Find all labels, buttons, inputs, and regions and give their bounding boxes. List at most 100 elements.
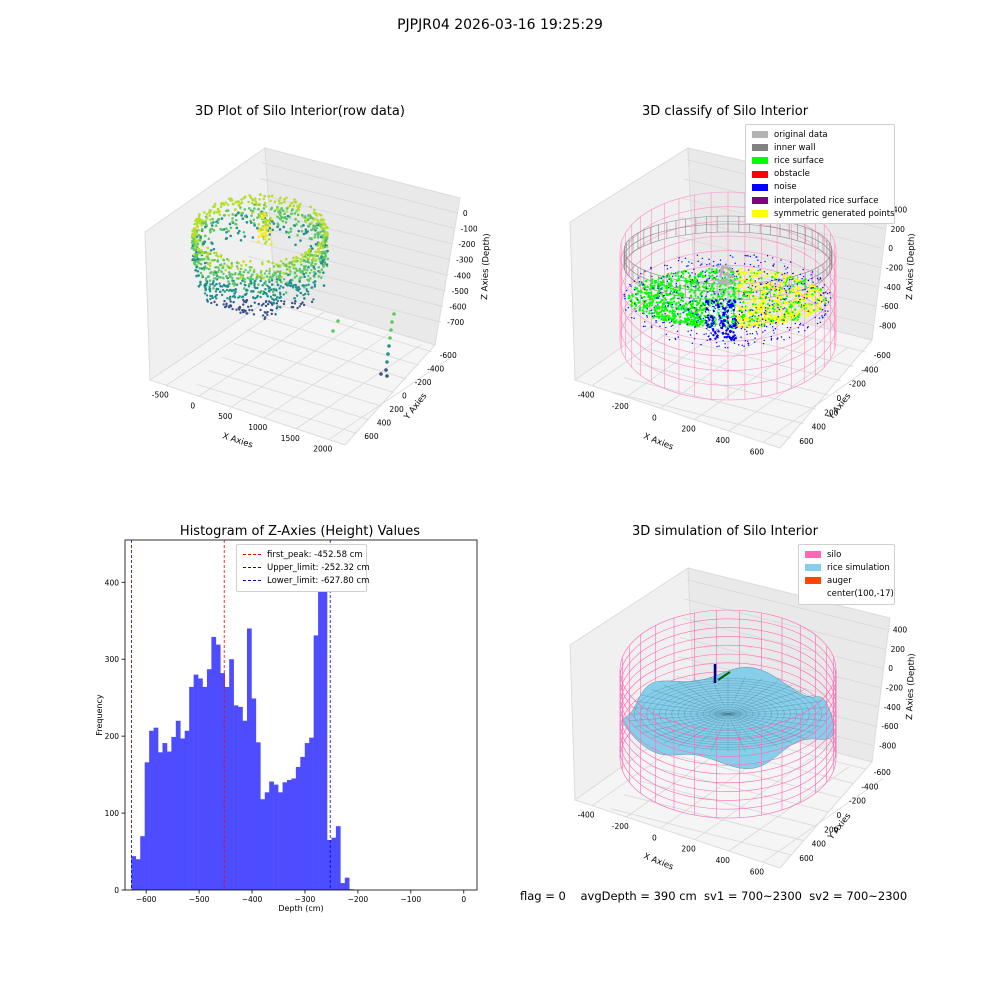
panel1-point <box>264 280 267 283</box>
panel2-point <box>650 304 654 307</box>
panel1-point <box>323 240 327 244</box>
panel2-point <box>734 322 736 324</box>
panel1-point <box>231 213 235 216</box>
panel1-point <box>205 277 208 280</box>
panel2-point <box>708 277 711 280</box>
panel2-point <box>713 281 716 284</box>
panel2-point <box>747 286 749 289</box>
panel1-point <box>322 262 326 265</box>
panel1-point <box>325 236 328 240</box>
histogram-bar <box>322 556 328 890</box>
panel1-point <box>309 253 312 257</box>
panel2-point <box>653 306 655 309</box>
panel2-point <box>813 290 816 294</box>
panel2-point <box>729 319 732 322</box>
panel2-point <box>806 327 809 329</box>
panel2-point <box>732 274 734 276</box>
panel2-point <box>651 282 654 285</box>
panel1-point <box>243 235 247 238</box>
panel1-point <box>216 270 220 274</box>
panel1-point <box>209 283 212 286</box>
panel2-point <box>748 342 750 344</box>
panel2-point <box>776 319 779 322</box>
panel2-point <box>668 301 671 304</box>
panel2-point <box>715 341 718 344</box>
panel1-point <box>205 294 209 297</box>
histogram-bar <box>180 738 186 890</box>
panel1-point <box>264 300 268 303</box>
panel1-point <box>298 287 301 291</box>
histogram-bar <box>144 762 150 890</box>
panel1-point <box>317 248 320 251</box>
panel2-point <box>778 282 781 285</box>
panel1-point <box>302 255 305 259</box>
panel2-point <box>716 265 720 268</box>
panel2-ztick: -200 <box>886 264 903 273</box>
panel2-point <box>722 291 725 293</box>
panel2-point <box>719 317 722 320</box>
panel1-point <box>193 235 196 239</box>
panel2-point <box>669 282 672 285</box>
panel1-point <box>231 295 235 298</box>
panel1-point <box>310 228 313 232</box>
panel2-point <box>800 293 803 296</box>
panel1-point <box>261 314 265 317</box>
panel1-point <box>273 298 276 302</box>
histogram-bar <box>140 836 145 890</box>
panel1-point <box>191 247 194 250</box>
panel2-point <box>726 273 730 276</box>
panel4-ytick: 200 <box>824 825 839 834</box>
panel2-point <box>679 298 683 302</box>
panel2-point <box>666 309 669 312</box>
panel1-point <box>317 242 321 245</box>
panel4-xtick: -200 <box>612 822 629 831</box>
panel2-point <box>706 263 708 266</box>
panel2-point <box>753 300 756 303</box>
panel2-ytick: 600 <box>799 437 814 446</box>
panel2-point <box>713 314 717 317</box>
panel1-point <box>214 224 218 228</box>
panel2-point <box>819 321 822 324</box>
panel2-point <box>785 297 787 300</box>
panel1-point <box>220 270 223 274</box>
panel2-point <box>666 273 670 276</box>
panel2-point <box>740 297 743 300</box>
panel2-point <box>671 306 674 309</box>
panel1-point <box>320 226 323 229</box>
panel1-point <box>316 231 320 235</box>
panel2-legend-item: rice surface <box>752 154 888 167</box>
panel2-point <box>708 289 711 293</box>
panel2-point <box>700 311 704 314</box>
panel2-point <box>807 310 810 312</box>
panel2-point <box>762 286 765 289</box>
panel3-xtick: 0 <box>461 895 466 904</box>
panel2-point <box>635 297 638 300</box>
panel2-point <box>653 315 656 317</box>
panel2-ytick: -200 <box>849 380 866 389</box>
panel2-point <box>818 299 820 302</box>
panel2-point <box>641 281 643 283</box>
panel2-legend-swatch <box>752 131 768 139</box>
panel2-point <box>746 290 749 293</box>
panel1-point <box>209 297 212 301</box>
panel2-point <box>771 285 774 288</box>
panel2-point <box>737 322 740 325</box>
panel2-legend-label: rice surface <box>774 155 824 166</box>
panel2-point <box>664 318 667 321</box>
panel1-point <box>249 259 252 263</box>
panel2-point <box>695 321 698 323</box>
panel1-point <box>256 216 259 219</box>
panel2-point <box>792 303 795 306</box>
figure-title: PJPJR04 2026-03-16 19:25:29 <box>397 17 603 33</box>
panel2-point <box>747 344 750 346</box>
panel2-point <box>650 268 652 270</box>
panel2-ztick: 0 <box>888 244 893 253</box>
panel2-point <box>708 333 712 336</box>
panel4-xtick: 400 <box>716 856 731 865</box>
panel2-point <box>670 301 673 304</box>
panel1-point <box>288 204 292 208</box>
panel2-point <box>657 287 659 289</box>
panel1-point <box>242 308 246 312</box>
panel2-point <box>818 279 820 281</box>
panel1-point <box>257 283 260 286</box>
